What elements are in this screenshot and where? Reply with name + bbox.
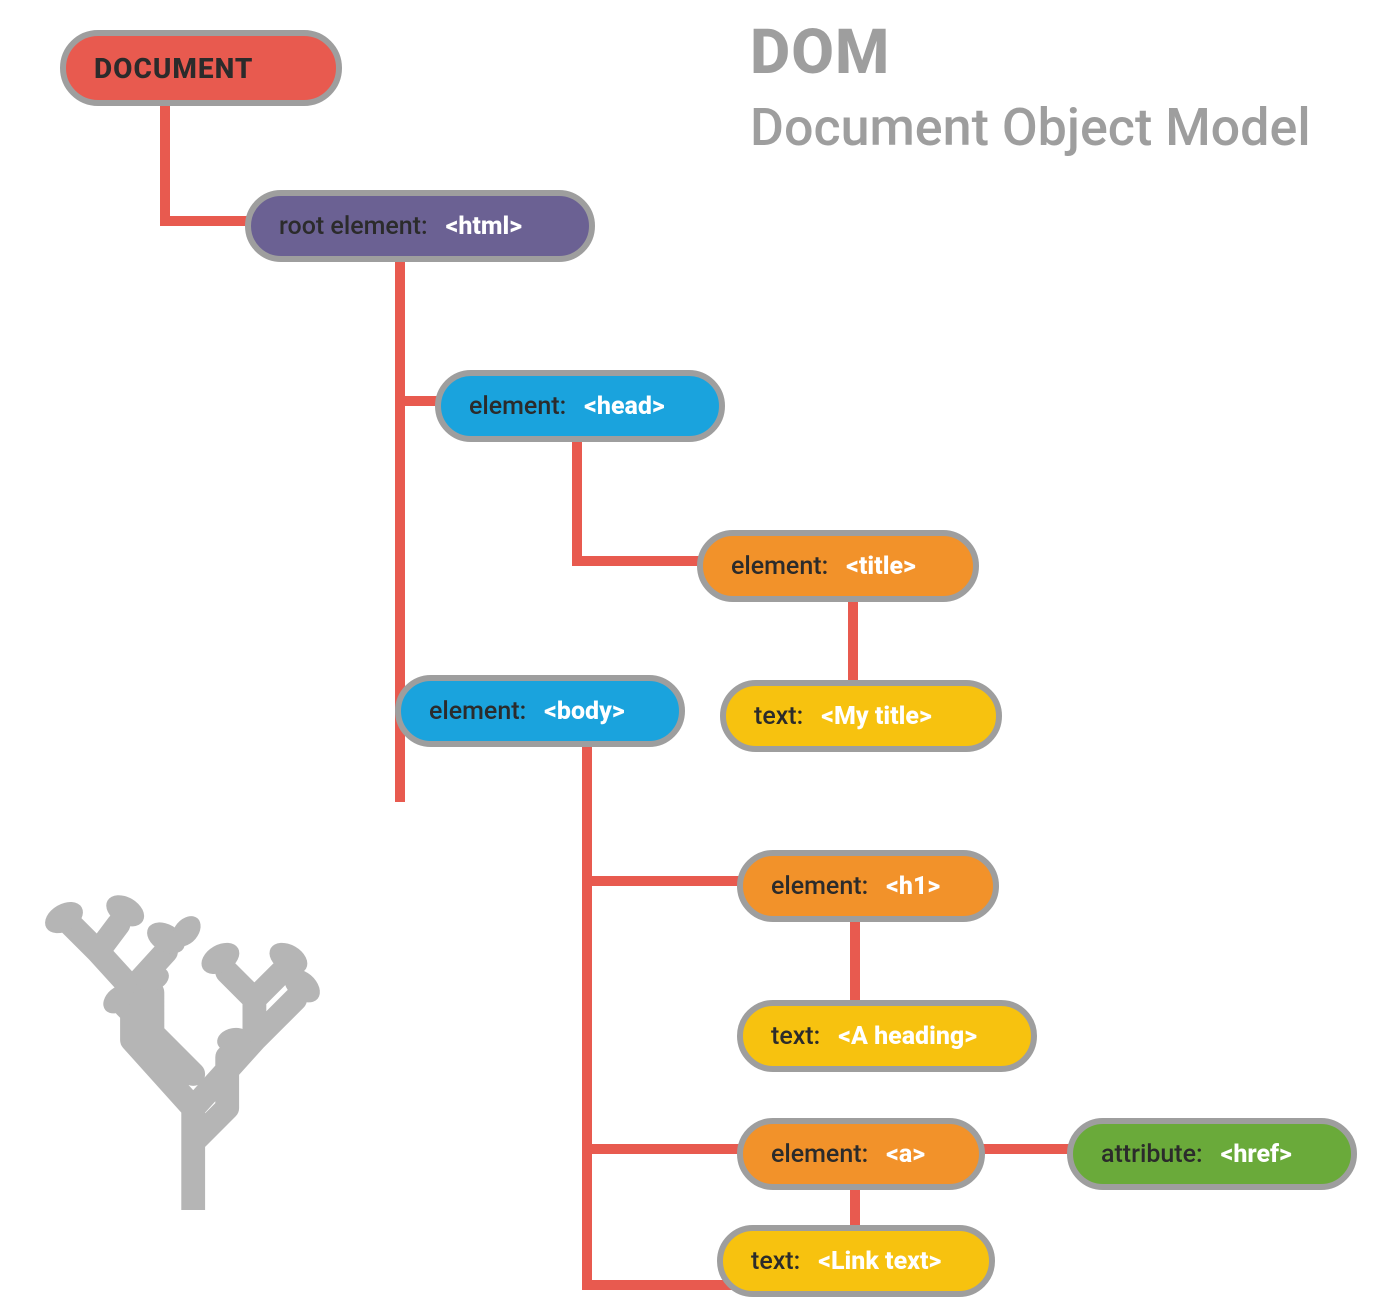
node-mytitle: text: <My title> <box>720 680 1002 752</box>
connector <box>850 922 860 1005</box>
node-label: DOCUMENT <box>94 52 253 85</box>
connector <box>848 602 858 685</box>
connector <box>395 396 440 406</box>
node-head: element: <head> <box>435 370 725 442</box>
node-h1: element: <h1> <box>737 850 999 922</box>
node-tag: <title> <box>846 552 916 581</box>
connector <box>850 1190 860 1230</box>
connector <box>582 747 592 1290</box>
node-label: element: <box>771 1140 868 1169</box>
node-tag: <href> <box>1221 1140 1292 1169</box>
node-tag: <My title> <box>821 702 932 731</box>
node-label: attribute: <box>1101 1140 1203 1169</box>
connector <box>160 216 250 226</box>
connector <box>980 1144 1072 1154</box>
node-label: root element: <box>279 212 428 241</box>
node-html: root element: <html> <box>245 190 595 262</box>
node-label: element: <box>469 392 566 421</box>
connector <box>160 106 170 226</box>
node-tag: <head> <box>584 392 665 421</box>
connector <box>582 876 740 886</box>
connector <box>572 442 582 560</box>
node-tag: <Link text> <box>818 1247 941 1276</box>
node-label: text: <box>754 702 803 731</box>
node-title: element: <title> <box>697 530 979 602</box>
node-tag: <A heading> <box>838 1022 977 1051</box>
connector <box>582 1280 737 1290</box>
node-label: element: <box>771 872 868 901</box>
connector <box>582 1144 740 1154</box>
node-label: element: <box>731 552 828 581</box>
node-body: element: <body> <box>395 675 685 747</box>
connector <box>572 556 702 566</box>
node-document: DOCUMENT <box>60 30 342 106</box>
node-href: attribute: <href> <box>1067 1118 1357 1190</box>
node-label: text: <box>751 1247 800 1276</box>
node-tag: <h1> <box>886 872 940 901</box>
node-a: element: <a> <box>737 1118 985 1190</box>
node-label: element: <box>429 697 526 726</box>
title-abbr: DOM <box>750 22 1311 84</box>
node-heading: text: <A heading> <box>737 1000 1037 1072</box>
diagram-title: DOM Document Object Model <box>750 22 1311 154</box>
tree-icon <box>30 870 370 1214</box>
node-tag: <a> <box>886 1140 925 1169</box>
node-linktext: text: <Link text> <box>717 1225 995 1297</box>
node-tag: <body> <box>544 697 625 726</box>
node-label: text: <box>771 1022 820 1051</box>
node-tag: <html> <box>446 212 523 241</box>
title-full: Document Object Model <box>750 102 1311 154</box>
